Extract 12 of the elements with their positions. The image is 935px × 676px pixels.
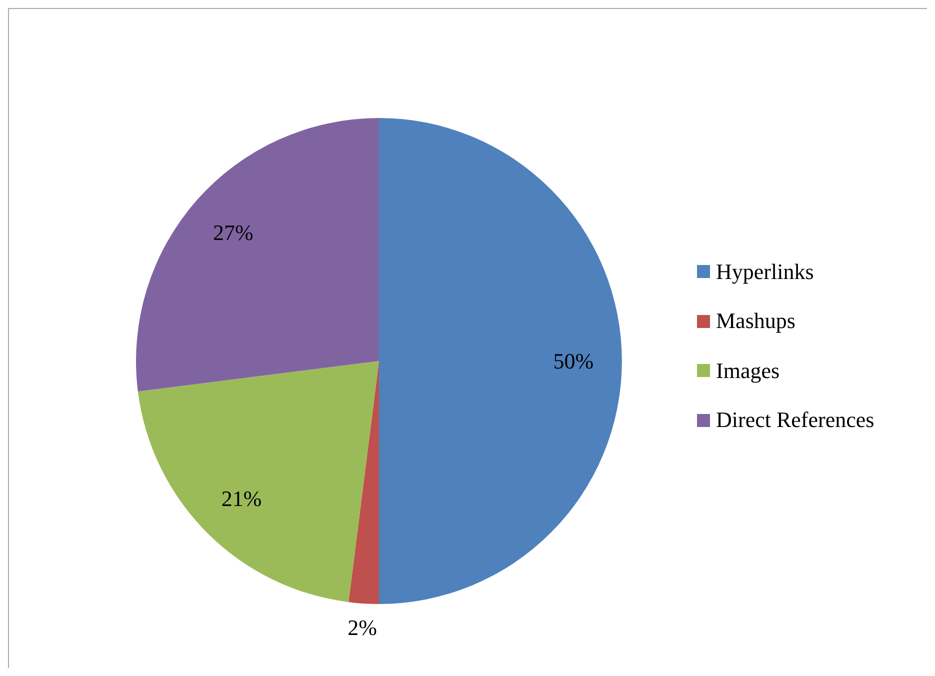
data-label: 2% [348,614,377,640]
data-label: 27% [213,220,254,245]
pie-slice [136,118,379,392]
pie-slice [379,118,622,604]
legend-label: Images [716,358,780,384]
data-label: 50% [553,348,594,374]
pie-slice [138,361,379,602]
legend-label: Mashups [716,308,796,334]
legend-label: Direct References [716,407,874,434]
pie-slice [348,361,379,604]
data-label: 21% [221,486,262,511]
legend-label: Hyperlinks [716,258,814,285]
